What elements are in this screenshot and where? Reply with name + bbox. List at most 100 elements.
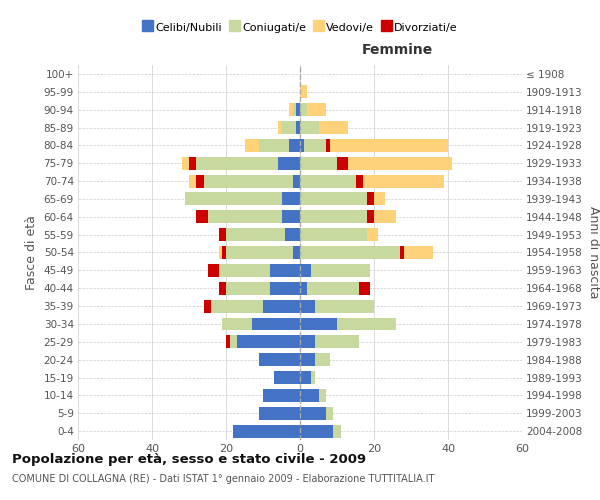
Bar	[259, 353, 300, 366]
Bar	[300, 282, 307, 294]
Bar	[218, 264, 271, 277]
Bar	[300, 86, 307, 98]
Bar	[300, 336, 315, 348]
Text: Popolazione per età, sesso e stato civile - 2009: Popolazione per età, sesso e stato civil…	[12, 452, 366, 466]
Bar	[304, 139, 326, 152]
Bar	[259, 407, 300, 420]
Bar	[367, 192, 374, 205]
Bar	[293, 174, 300, 188]
Bar	[208, 210, 281, 223]
Bar	[281, 192, 300, 205]
Bar	[300, 407, 326, 420]
Bar	[271, 264, 300, 277]
Bar	[278, 121, 281, 134]
Bar	[285, 228, 300, 241]
Bar	[300, 424, 334, 438]
Text: Femmine: Femmine	[362, 44, 433, 58]
Legend: Celibi/Nubili, Coniugati/e, Vedovi/e, Divorziati/e: Celibi/Nubili, Coniugati/e, Vedovi/e, Di…	[138, 18, 462, 37]
Bar	[237, 336, 300, 348]
Bar	[367, 228, 378, 241]
Bar	[208, 264, 218, 277]
Bar	[278, 157, 300, 170]
Bar	[300, 139, 304, 152]
Bar	[326, 139, 329, 152]
Bar	[337, 157, 348, 170]
Bar	[252, 318, 300, 330]
Bar	[296, 121, 300, 134]
Bar	[319, 121, 348, 134]
Bar	[359, 282, 370, 294]
Bar	[226, 246, 293, 259]
Bar	[300, 210, 367, 223]
Bar	[300, 371, 311, 384]
Bar	[374, 210, 396, 223]
Bar	[196, 210, 208, 223]
Bar	[226, 228, 285, 241]
Bar	[307, 103, 326, 116]
Bar	[300, 174, 355, 188]
Bar	[263, 300, 300, 312]
Y-axis label: Fasce di età: Fasce di età	[25, 215, 38, 290]
Bar	[211, 300, 263, 312]
Bar	[233, 424, 300, 438]
Bar	[226, 336, 230, 348]
Bar	[400, 246, 404, 259]
Bar	[245, 139, 259, 152]
Bar	[404, 246, 433, 259]
Bar	[300, 192, 367, 205]
Bar	[311, 371, 315, 384]
Bar	[348, 157, 452, 170]
Bar	[259, 139, 289, 152]
Bar	[293, 103, 296, 116]
Bar	[218, 282, 226, 294]
Bar	[185, 192, 281, 205]
Bar	[311, 264, 370, 277]
Bar	[307, 282, 359, 294]
Bar	[223, 318, 252, 330]
Bar	[363, 174, 444, 188]
Bar	[196, 157, 278, 170]
Bar	[293, 246, 300, 259]
Bar	[300, 353, 315, 366]
Bar	[300, 103, 307, 116]
Bar	[204, 174, 293, 188]
Bar	[271, 282, 300, 294]
Bar	[223, 246, 226, 259]
Bar	[204, 300, 211, 312]
Bar	[281, 121, 296, 134]
Bar	[326, 407, 334, 420]
Bar	[189, 157, 196, 170]
Bar	[300, 264, 311, 277]
Bar	[300, 246, 400, 259]
Bar	[274, 371, 300, 384]
Bar	[230, 336, 237, 348]
Bar	[296, 103, 300, 116]
Bar	[334, 424, 341, 438]
Bar	[300, 389, 319, 402]
Bar	[300, 228, 367, 241]
Bar	[300, 318, 337, 330]
Bar	[226, 282, 271, 294]
Bar	[367, 210, 374, 223]
Bar	[218, 228, 226, 241]
Bar	[319, 389, 326, 402]
Bar	[289, 103, 293, 116]
Bar	[218, 246, 223, 259]
Bar	[374, 192, 385, 205]
Bar	[182, 157, 189, 170]
Bar	[315, 336, 359, 348]
Bar	[337, 318, 396, 330]
Bar	[329, 139, 448, 152]
Bar	[289, 139, 300, 152]
Bar	[355, 174, 363, 188]
Bar	[315, 300, 374, 312]
Text: COMUNE DI COLLAGNA (RE) - Dati ISTAT 1° gennaio 2009 - Elaborazione TUTTITALIA.I: COMUNE DI COLLAGNA (RE) - Dati ISTAT 1° …	[12, 474, 434, 484]
Bar	[263, 389, 300, 402]
Bar	[281, 210, 300, 223]
Bar	[315, 353, 329, 366]
Bar	[189, 174, 196, 188]
Bar	[300, 300, 315, 312]
Bar	[196, 174, 204, 188]
Bar	[300, 157, 337, 170]
Bar	[300, 121, 319, 134]
